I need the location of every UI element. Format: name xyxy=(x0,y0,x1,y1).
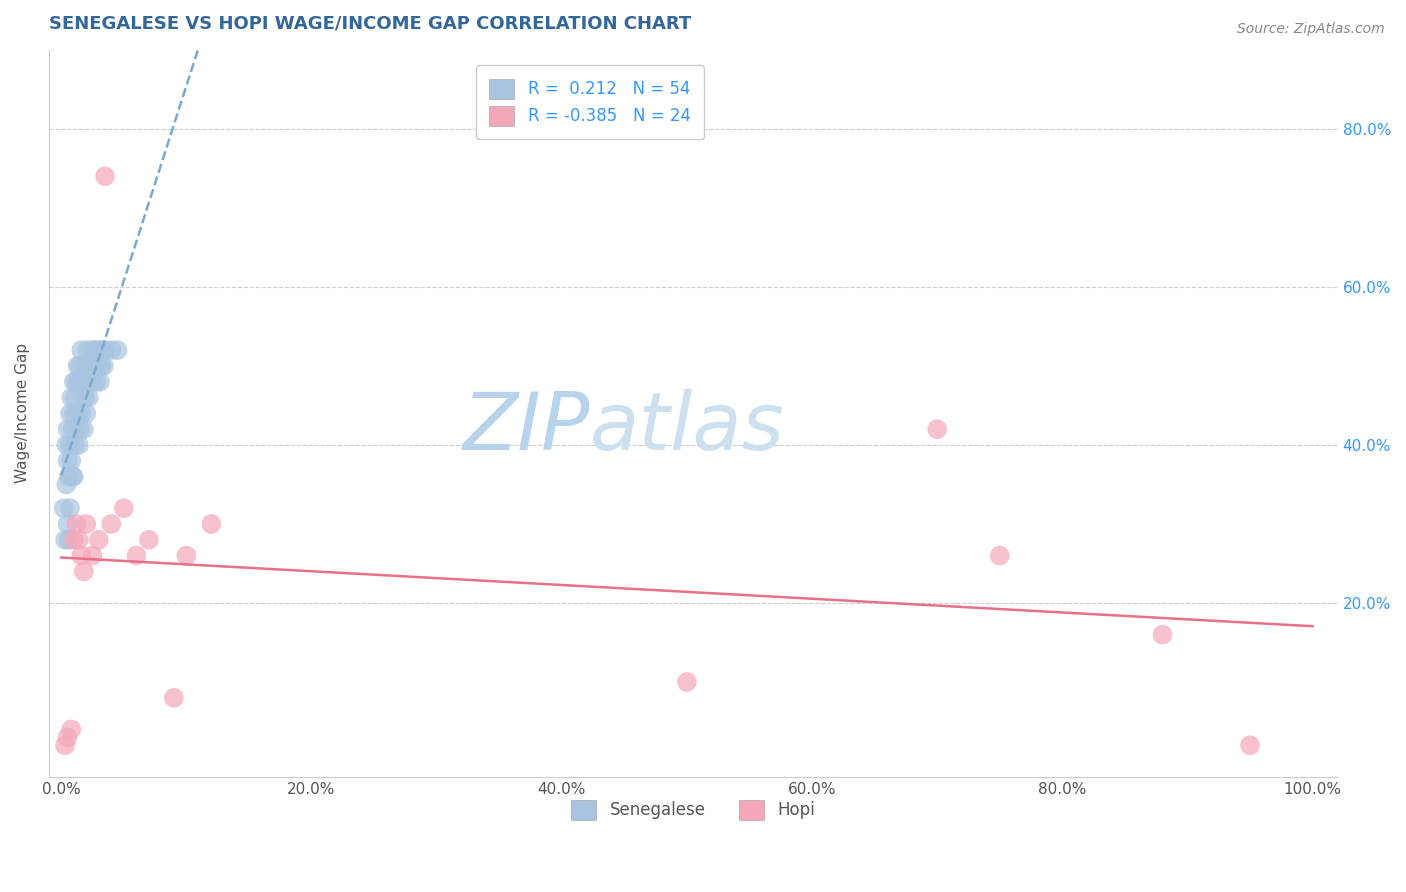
Point xyxy=(67,533,90,547)
Point xyxy=(53,738,76,752)
Point xyxy=(75,516,97,531)
Point xyxy=(75,359,97,373)
Point xyxy=(100,516,122,531)
Point xyxy=(87,533,110,547)
Point xyxy=(67,375,90,389)
Point xyxy=(200,516,222,531)
Point xyxy=(1152,627,1174,641)
Point xyxy=(79,359,101,373)
Point xyxy=(125,549,148,563)
Point xyxy=(55,438,77,452)
Point xyxy=(59,438,82,452)
Point xyxy=(62,469,84,483)
Point xyxy=(55,477,77,491)
Point xyxy=(58,533,80,547)
Text: SENEGALESE VS HOPI WAGE/INCOME GAP CORRELATION CHART: SENEGALESE VS HOPI WAGE/INCOME GAP CORRE… xyxy=(49,15,690,33)
Text: atlas: atlas xyxy=(591,389,785,467)
Point xyxy=(86,359,108,373)
Point xyxy=(70,343,93,358)
Point xyxy=(70,406,93,420)
Point xyxy=(927,422,949,436)
Text: ZIP: ZIP xyxy=(463,389,591,467)
Point xyxy=(90,359,112,373)
Point xyxy=(62,422,84,436)
Point xyxy=(1239,738,1261,752)
Point xyxy=(93,359,115,373)
Point xyxy=(58,469,80,483)
Point xyxy=(94,343,117,358)
Point xyxy=(138,533,160,547)
Point xyxy=(73,565,96,579)
Point xyxy=(73,422,96,436)
Point xyxy=(59,406,82,420)
Point xyxy=(69,359,91,373)
Point xyxy=(70,549,93,563)
Point xyxy=(84,343,107,358)
Point xyxy=(62,533,84,547)
Point xyxy=(52,501,75,516)
Text: Source: ZipAtlas.com: Source: ZipAtlas.com xyxy=(1237,22,1385,37)
Point xyxy=(56,422,79,436)
Point xyxy=(94,169,117,184)
Point xyxy=(56,454,79,468)
Point xyxy=(62,375,84,389)
Point xyxy=(84,375,107,389)
Point xyxy=(176,549,198,563)
Point xyxy=(62,406,84,420)
Point xyxy=(60,723,83,737)
Point xyxy=(73,391,96,405)
Y-axis label: Wage/Income Gap: Wage/Income Gap xyxy=(15,343,30,483)
Point xyxy=(82,549,104,563)
Point xyxy=(56,516,79,531)
Point xyxy=(82,343,104,358)
Point xyxy=(69,422,91,436)
Point xyxy=(91,343,114,358)
Point xyxy=(65,375,87,389)
Point xyxy=(75,406,97,420)
Point xyxy=(988,549,1011,563)
Point xyxy=(87,343,110,358)
Point xyxy=(62,469,84,483)
Point xyxy=(60,391,83,405)
Point xyxy=(60,454,83,468)
Point xyxy=(89,375,111,389)
Point xyxy=(76,343,98,358)
Point xyxy=(63,438,86,452)
Point xyxy=(676,675,699,690)
Point xyxy=(107,343,129,358)
Point xyxy=(53,533,76,547)
Point xyxy=(63,391,86,405)
Legend: Senegalese, Hopi: Senegalese, Hopi xyxy=(565,793,821,827)
Point xyxy=(65,422,87,436)
Point xyxy=(66,359,89,373)
Point xyxy=(100,343,122,358)
Point xyxy=(163,690,186,705)
Point xyxy=(56,731,79,745)
Point xyxy=(73,359,96,373)
Point xyxy=(112,501,135,516)
Point xyxy=(83,359,105,373)
Point xyxy=(65,516,87,531)
Point xyxy=(67,438,90,452)
Point xyxy=(80,375,103,389)
Point xyxy=(59,501,82,516)
Point xyxy=(66,406,89,420)
Point xyxy=(72,375,94,389)
Point xyxy=(77,391,100,405)
